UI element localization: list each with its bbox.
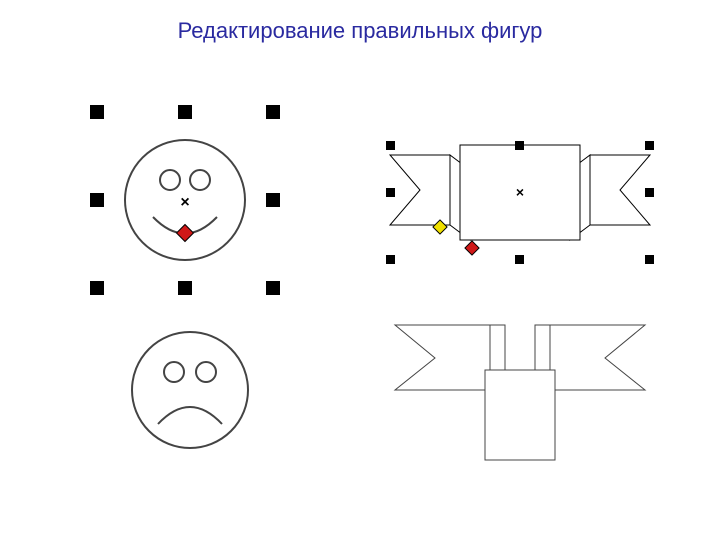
face-outline: [132, 332, 248, 448]
banner-selected-svg: ×: [380, 125, 660, 285]
adjust-handle-red[interactable]: [177, 225, 194, 242]
shape-banner-modified[interactable]: [390, 310, 650, 475]
eye-right: [190, 170, 210, 190]
ribbon-right: [550, 325, 645, 390]
ribbon-left: [390, 155, 450, 225]
shape-smiley-sad[interactable]: [120, 320, 260, 465]
eye-right: [196, 362, 216, 382]
frown: [158, 407, 222, 424]
title-text: Редактирование правильных фигур: [178, 18, 543, 43]
shape-banner-selected[interactable]: ×: [380, 125, 660, 290]
ribbon-left: [395, 325, 490, 390]
eye-left: [160, 170, 180, 190]
rotation-marker[interactable]: ×: [180, 194, 189, 211]
smiley-happy-svg: ×: [90, 105, 280, 295]
shape-smiley-happy[interactable]: ×: [90, 105, 280, 300]
adjust-handle-red[interactable]: [465, 241, 479, 255]
page-title: Редактирование правильных фигур: [0, 18, 720, 44]
eye-left: [164, 362, 184, 382]
rotation-marker[interactable]: ×: [516, 184, 524, 200]
ribbon-right: [590, 155, 650, 225]
smiley-sad-svg: [120, 320, 260, 460]
banner-modified-svg: [390, 310, 650, 470]
banner-center-dropped: [485, 370, 555, 460]
